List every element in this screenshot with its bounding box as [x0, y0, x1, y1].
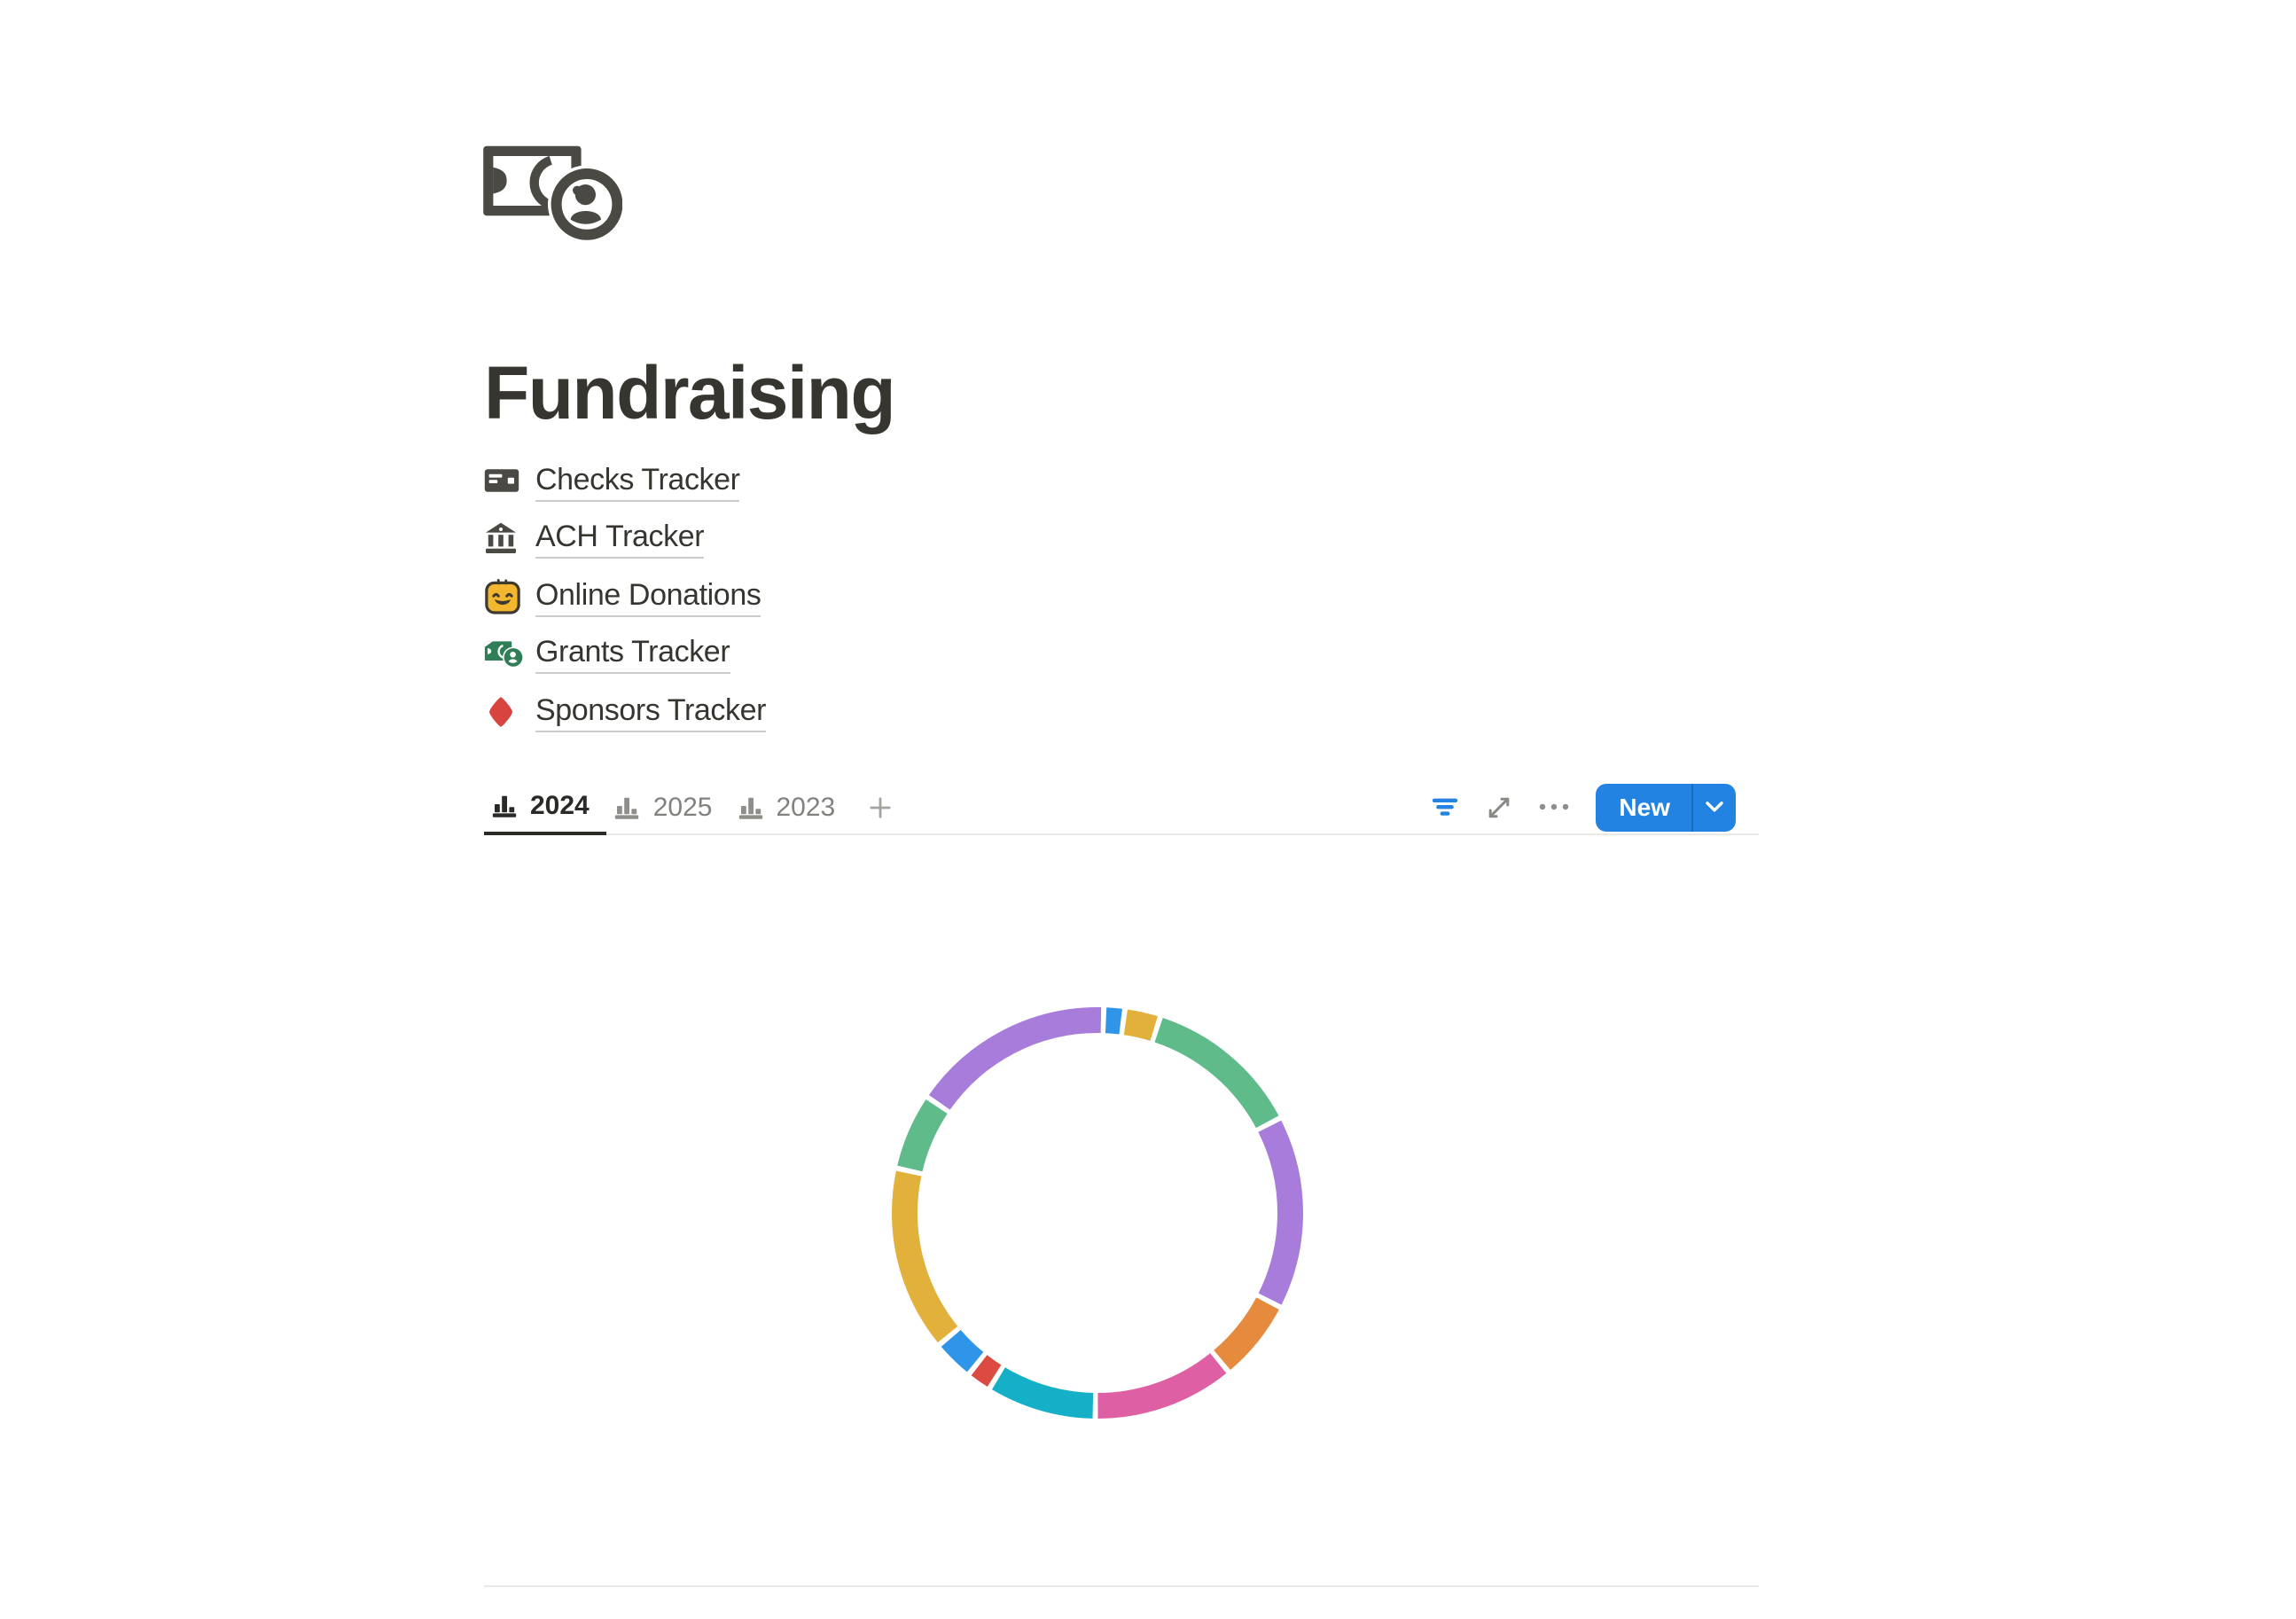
bar-chart-icon: [492, 795, 517, 817]
view-tab-bar: 2024 2025: [484, 780, 1759, 835]
smiley-emoji-icon: [484, 578, 527, 615]
expand-diagonal-icon: [1489, 796, 1510, 817]
tab-2023[interactable]: 2023: [730, 780, 854, 835]
new-split-button: New: [1596, 783, 1736, 831]
page-link-online-donations[interactable]: Online Donations: [484, 567, 766, 625]
tab-2025[interactable]: 2025: [607, 780, 730, 835]
page-link-label: Grants Tracker: [535, 633, 730, 675]
tab-label: 2024: [530, 791, 590, 821]
page-link-label: Checks Tracker: [535, 460, 740, 502]
new-button-label: New: [1619, 793, 1670, 821]
expand-button[interactable]: [1486, 794, 1512, 820]
view-toolbar: New: [1431, 780, 1759, 833]
donut-segment-11-purple[interactable]: [892, 1007, 1303, 1419]
page-bottom-divider: [484, 1585, 1759, 1587]
page-link-label: Online Donations: [535, 575, 761, 617]
page-link-checks-tracker[interactable]: Checks Tracker: [484, 452, 766, 510]
more-options-button[interactable]: [1539, 803, 1569, 810]
green-banknote-coin-icon: [484, 640, 527, 668]
page-link-label: Sponsors Tracker: [535, 691, 766, 732]
view-tabs: 2024 2025: [484, 780, 908, 835]
red-diamond-icon: [484, 695, 527, 729]
page-content: Fundraising Checks Tracker: [483, 0, 1759, 1619]
page-links: Checks Tracker ACH Tracker: [484, 452, 766, 740]
bank-building-icon: [484, 522, 527, 556]
tab-label: 2025: [652, 793, 713, 823]
donut-chart-area: [484, 833, 1759, 1585]
add-view-button[interactable]: [853, 780, 908, 833]
bar-chart-icon: [615, 797, 639, 819]
filter-button[interactable]: [1431, 793, 1459, 821]
tab-2024[interactable]: 2024: [484, 780, 607, 835]
page-link-ach-tracker[interactable]: ACH Tracker: [484, 510, 766, 567]
page-link-grants-tracker[interactable]: Grants Tracker: [484, 625, 766, 683]
more-options-icon: [1540, 803, 1569, 810]
new-button-dropdown[interactable]: [1691, 783, 1736, 831]
donut-chart[interactable]: [890, 1005, 1305, 1420]
filter-icon: [1433, 798, 1458, 816]
banknote-coin-icon: [483, 145, 626, 244]
page-title: Fundraising: [484, 351, 896, 434]
plus-icon: [870, 796, 891, 817]
new-button[interactable]: New: [1596, 783, 1691, 831]
page-link-label: ACH Tracker: [535, 518, 705, 559]
payment-card-icon: [484, 469, 527, 494]
chevron-down-icon: [1706, 802, 1723, 812]
bar-chart-icon: [738, 797, 762, 819]
page-link-sponsors-tracker[interactable]: Sponsors Tracker: [484, 683, 766, 740]
page-icon-banknote-coin[interactable]: [480, 142, 626, 244]
donut-segment-9-yellow[interactable]: [892, 1007, 1303, 1419]
tab-label: 2023: [776, 793, 836, 823]
donut-segment-3-purple[interactable]: [892, 1007, 1303, 1419]
